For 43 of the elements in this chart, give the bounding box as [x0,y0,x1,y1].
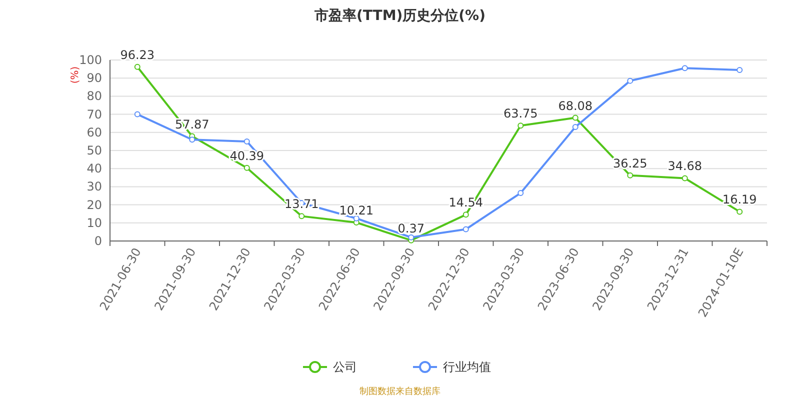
point [518,190,524,196]
point [682,65,688,72]
data-label: 16.19 [722,192,757,207]
point [736,66,743,73]
point [408,234,414,240]
y-tick-label: 90 [86,71,102,86]
y-tick-label: 10 [86,216,102,230]
point [298,213,305,220]
legend-label: 公司 [333,360,357,374]
y-axis-title: (%) [70,66,81,84]
y-tick-label: 60 [86,125,102,140]
chart-title: 市盈率(TTM)历史分位(%) [314,7,486,24]
point [518,122,524,129]
y-tick-label: 30 [86,180,102,194]
data-label: 34.68 [668,159,702,174]
point [244,164,250,171]
point [572,124,578,130]
y-tick-label: 20 [86,198,102,212]
point [134,64,140,70]
point [353,215,360,222]
point [462,212,469,218]
y-tick-label: 70 [86,107,102,122]
point [134,111,140,118]
point [627,172,634,178]
y-tick-label: 40 [86,162,102,176]
y-tick-label: 80 [86,89,102,104]
point [627,78,634,84]
point [682,175,688,182]
legend-label: 行业均值 [443,360,491,374]
data-label: 0.37 [398,221,424,236]
y-tick-label: 100 [79,53,102,67]
text: 制图数据来自数据库 [360,386,440,397]
point [572,114,578,121]
data-label: 63.75 [503,106,538,121]
y-tick-label: 0 [94,234,102,248]
point [189,136,196,143]
point [244,138,250,144]
point [736,208,743,215]
data-label: 68.08 [558,98,593,113]
y-tick-label: 50 [86,144,102,158]
data-label: 96.23 [120,48,155,62]
point [462,226,469,232]
data-label: 10.21 [339,204,374,218]
